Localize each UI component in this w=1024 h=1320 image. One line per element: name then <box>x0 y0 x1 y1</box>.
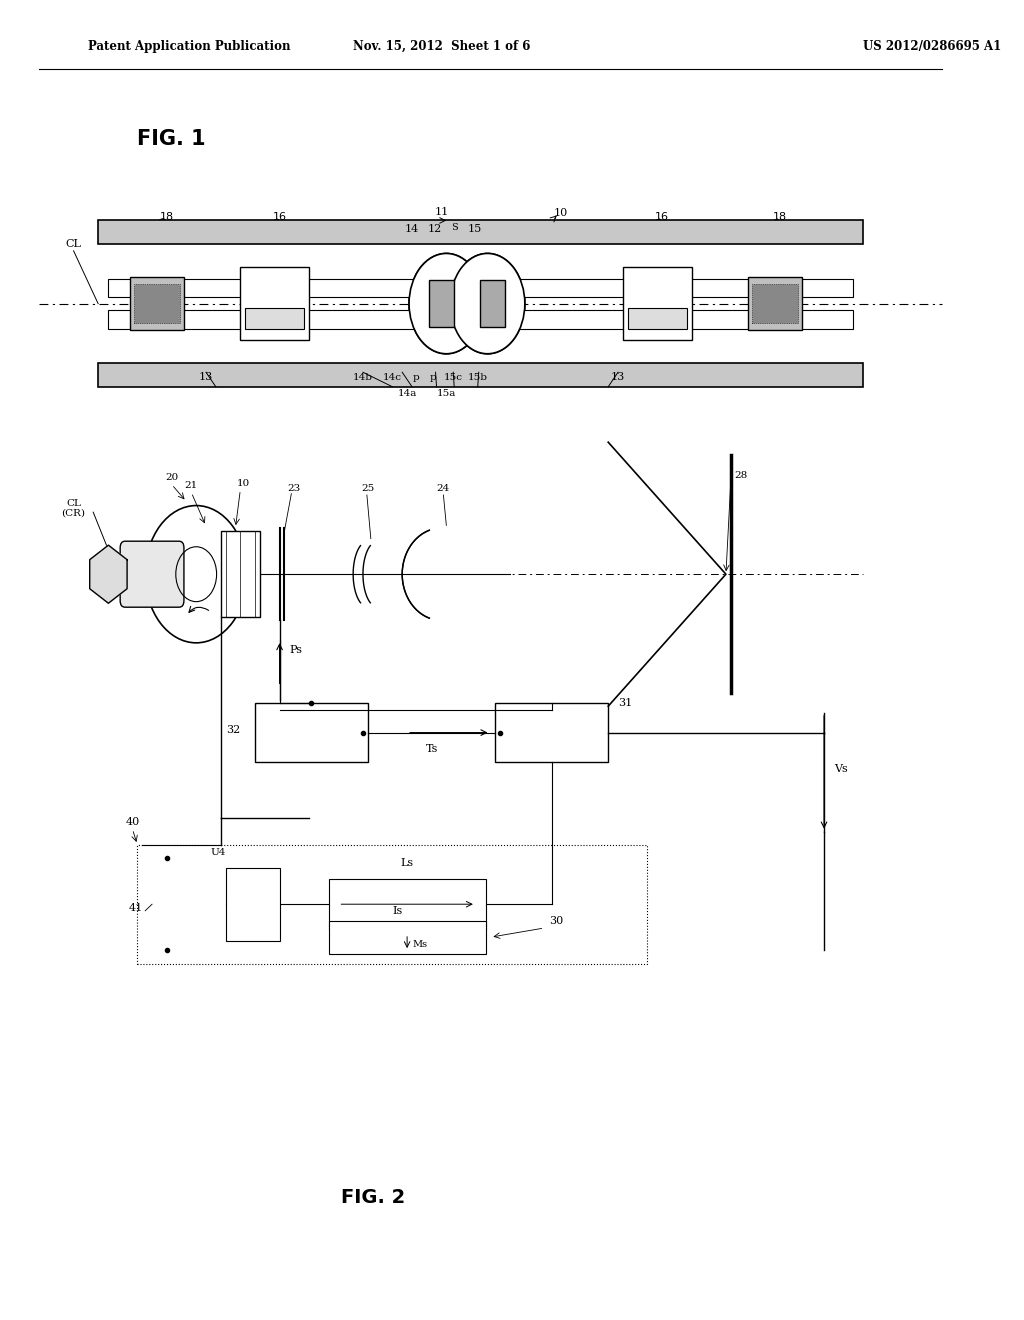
Text: 14c: 14c <box>383 374 401 383</box>
Text: Vs: Vs <box>834 764 848 775</box>
Text: Ms: Ms <box>412 940 427 949</box>
Text: FIG. 1: FIG. 1 <box>137 128 206 149</box>
FancyBboxPatch shape <box>120 541 184 607</box>
Bar <box>137 845 647 964</box>
Text: CL
(CR): CL (CR) <box>61 499 86 517</box>
Text: 31: 31 <box>618 698 632 709</box>
Bar <box>98 220 863 244</box>
Text: 14a: 14a <box>397 389 417 399</box>
Bar <box>748 277 802 330</box>
Text: 13: 13 <box>611 372 625 383</box>
Text: US 2012/0286695 A1: US 2012/0286695 A1 <box>863 40 1001 53</box>
Text: 15c: 15c <box>443 374 463 383</box>
Bar <box>329 921 485 953</box>
Text: 14b: 14b <box>353 374 373 383</box>
Text: Patent Application Publication: Patent Application Publication <box>88 40 291 53</box>
Text: 32: 32 <box>226 725 241 735</box>
Text: 18: 18 <box>160 213 174 223</box>
Text: Is: Is <box>392 906 402 916</box>
Text: Ts: Ts <box>425 744 438 755</box>
Text: CL: CL <box>66 239 82 249</box>
Bar <box>108 310 853 329</box>
Bar <box>628 308 687 329</box>
Circle shape <box>451 253 525 354</box>
Bar <box>241 267 309 339</box>
Text: 15a: 15a <box>436 389 456 399</box>
Circle shape <box>145 506 247 643</box>
Text: 24: 24 <box>437 484 450 494</box>
Text: Nov. 15, 2012  Sheet 1 of 6: Nov. 15, 2012 Sheet 1 of 6 <box>352 40 530 53</box>
Text: 18: 18 <box>773 213 786 223</box>
Text: 10: 10 <box>554 209 568 219</box>
Bar <box>130 277 184 330</box>
Text: U4: U4 <box>210 847 225 857</box>
Text: 28: 28 <box>734 471 748 480</box>
Text: Ls: Ls <box>400 858 414 869</box>
Text: 20: 20 <box>165 474 178 483</box>
Text: p: p <box>429 374 436 383</box>
Bar <box>752 284 798 323</box>
Bar <box>623 267 691 339</box>
Text: 16: 16 <box>655 213 669 223</box>
Polygon shape <box>90 545 127 603</box>
Text: 21: 21 <box>184 482 198 491</box>
Bar <box>245 308 304 329</box>
Bar <box>329 879 485 929</box>
Text: 15b: 15b <box>468 374 487 383</box>
Text: 23: 23 <box>288 484 301 494</box>
Text: 12: 12 <box>427 224 441 235</box>
Text: 30: 30 <box>549 916 563 927</box>
Text: 40: 40 <box>125 817 139 828</box>
Text: 25: 25 <box>361 484 375 494</box>
Text: 16: 16 <box>272 213 287 223</box>
Bar <box>255 704 368 763</box>
Bar <box>480 281 505 326</box>
Text: 14: 14 <box>404 224 419 235</box>
Text: Ps: Ps <box>290 645 302 656</box>
Text: S: S <box>451 223 458 232</box>
Text: 13: 13 <box>199 372 213 383</box>
Text: 41: 41 <box>128 903 142 913</box>
Bar <box>496 704 608 763</box>
Bar <box>225 869 280 940</box>
Circle shape <box>409 253 483 354</box>
Text: p: p <box>413 374 419 383</box>
Bar <box>221 532 260 618</box>
Text: 11: 11 <box>434 207 449 218</box>
Text: 10: 10 <box>237 479 250 488</box>
Bar <box>98 363 863 387</box>
Bar <box>429 281 454 326</box>
Bar <box>108 279 853 297</box>
Text: FIG. 2: FIG. 2 <box>341 1188 404 1206</box>
Bar <box>134 284 180 323</box>
Text: 15: 15 <box>468 224 482 235</box>
